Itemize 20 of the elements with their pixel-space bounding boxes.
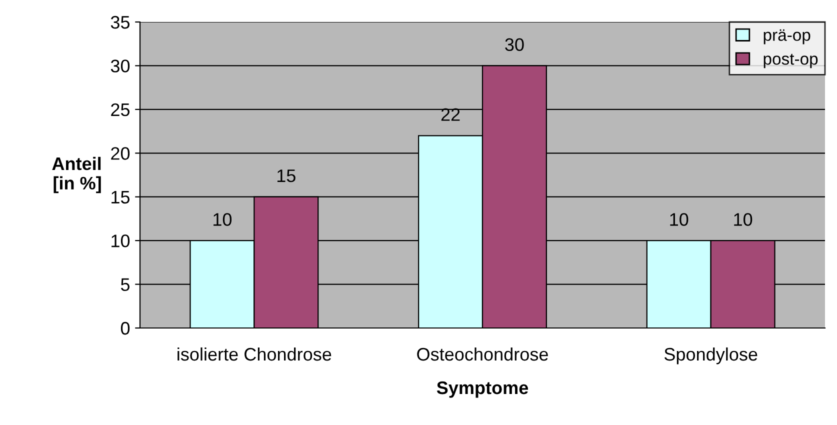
data-label: 10 (670, 213, 688, 226)
data-label: 30 (505, 38, 524, 52)
y-axis-title: Anteil [in %] (52, 156, 101, 194)
x-tick-label: isolierte Chondrose (178, 347, 332, 361)
y-tick-label: 15 (112, 190, 130, 204)
data-label: 10 (214, 213, 232, 226)
x-axis-title: Symptome (436, 381, 528, 398)
y-tick-label: 5 (120, 278, 130, 292)
x-tick-label: Osteochondrose (417, 347, 548, 361)
y-tick-label: 10 (112, 234, 130, 248)
data-label: 15 (277, 170, 296, 182)
y-tick-label: 0 (120, 322, 130, 335)
data-label: 10 (734, 213, 752, 226)
y-tick-label: 35 (110, 16, 130, 29)
legend-label: prä-op (764, 29, 810, 44)
legend-label: post-op (764, 54, 818, 68)
y-tick-label: 25 (111, 103, 130, 116)
y-tick-label: 20 (111, 147, 130, 160)
x-tick-label: Spondylose (664, 347, 758, 364)
y-tick-label: 30 (110, 60, 130, 72)
